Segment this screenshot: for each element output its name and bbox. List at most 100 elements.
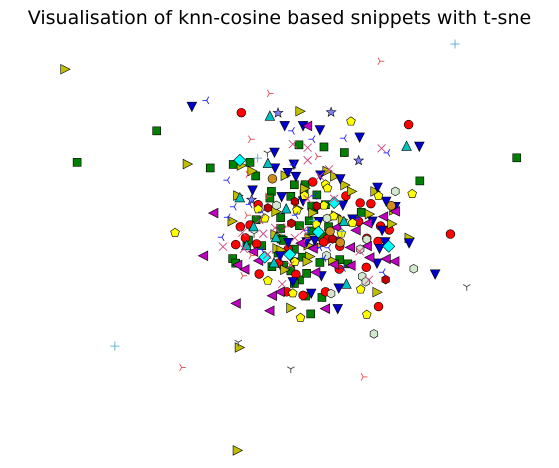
data-point: [288, 139, 298, 149]
data-point: [260, 213, 270, 223]
data-point: [241, 239, 252, 251]
data-point: [234, 339, 243, 347]
series-hexagon-8: [272, 186, 418, 339]
data-point: [344, 242, 355, 253]
series-tri-right-15: [179, 57, 385, 381]
data-point: [234, 191, 246, 203]
data-point: [364, 252, 375, 263]
data-point: [223, 176, 231, 185]
data-point: [374, 243, 385, 255]
data-point: [307, 243, 318, 254]
data-point: [263, 203, 272, 213]
data-point: [280, 264, 291, 276]
data-point: [403, 238, 415, 249]
data-point: [338, 215, 350, 226]
data-point: [381, 274, 390, 285]
series-plus-13: [110, 39, 460, 351]
data-point: [380, 253, 391, 265]
series-hexagon-9: [263, 196, 390, 285]
data-point: [179, 363, 186, 372]
data-point: [291, 211, 299, 220]
data-point: [303, 234, 311, 243]
series-diamond-6: [233, 153, 396, 264]
data-point: [330, 171, 341, 182]
data-point: [263, 150, 272, 158]
data-point: [319, 142, 329, 152]
data-point: [303, 155, 312, 165]
data-point: [295, 221, 304, 230]
data-point: [369, 329, 379, 339]
data-point: [282, 238, 294, 249]
series-tri-left-14: [202, 96, 391, 277]
data-point: [330, 222, 342, 233]
data-point: [328, 259, 339, 270]
data-point: [240, 271, 248, 280]
data-point: [310, 192, 318, 200]
data-point: [202, 96, 210, 105]
data-point: [340, 134, 347, 143]
series-triangle-down-3: [186, 101, 441, 315]
data-point: [288, 126, 295, 135]
data-point: [258, 208, 265, 216]
data-point: [283, 222, 290, 231]
data-point: [110, 341, 120, 351]
data-point: [290, 180, 299, 190]
data-point: [289, 160, 297, 169]
data-point: [324, 165, 334, 174]
data-point: [299, 190, 310, 200]
data-point: [305, 288, 317, 300]
data-point: [328, 211, 339, 221]
data-point: [335, 237, 345, 248]
data-point: [302, 268, 311, 278]
data-point: [356, 244, 365, 254]
data-point: [364, 275, 374, 285]
data-point: [270, 223, 280, 233]
series-tri-down-16: [234, 150, 471, 374]
data-point: [255, 216, 264, 224]
data-point: [346, 116, 356, 126]
data-point: [354, 132, 365, 144]
data-point: [245, 170, 253, 179]
data-point: [258, 229, 268, 239]
data-point: [389, 206, 400, 217]
data-point: [409, 264, 418, 274]
data-point: [263, 250, 272, 260]
data-point: [387, 218, 398, 230]
data-point: [353, 154, 365, 166]
chart-title: Visualisation of knn-cosine based snippe…: [27, 7, 532, 29]
data-point: [231, 259, 243, 271]
series-square-0: [72, 126, 522, 319]
data-point: [360, 373, 368, 381]
data-point: [236, 107, 247, 118]
data-point: [350, 224, 361, 236]
data-point: [322, 183, 333, 193]
data-point: [282, 168, 294, 179]
data-point: [277, 227, 285, 234]
data-point: [217, 233, 225, 242]
data-point: [277, 279, 287, 289]
data-point: [401, 140, 412, 151]
series-circle-1: [231, 107, 456, 312]
data-point: [372, 182, 383, 194]
data-point: [429, 269, 441, 280]
data-point: [266, 290, 277, 301]
data-point: [326, 288, 336, 299]
data-point: [308, 207, 319, 219]
data-point: [231, 239, 241, 250]
data-point: [414, 141, 425, 153]
data-point: [302, 256, 313, 267]
data-point: [264, 192, 272, 201]
data-point: [325, 106, 337, 118]
data-point: [315, 172, 325, 181]
data-point: [262, 157, 274, 168]
data-point: [267, 174, 278, 184]
data-point: [450, 39, 460, 49]
data-point: [380, 196, 392, 208]
data-point: [315, 258, 325, 267]
data-point: [312, 190, 322, 200]
data-point: [361, 217, 373, 229]
data-point: [383, 149, 391, 157]
data-point: [340, 179, 351, 191]
data-point: [245, 200, 253, 209]
